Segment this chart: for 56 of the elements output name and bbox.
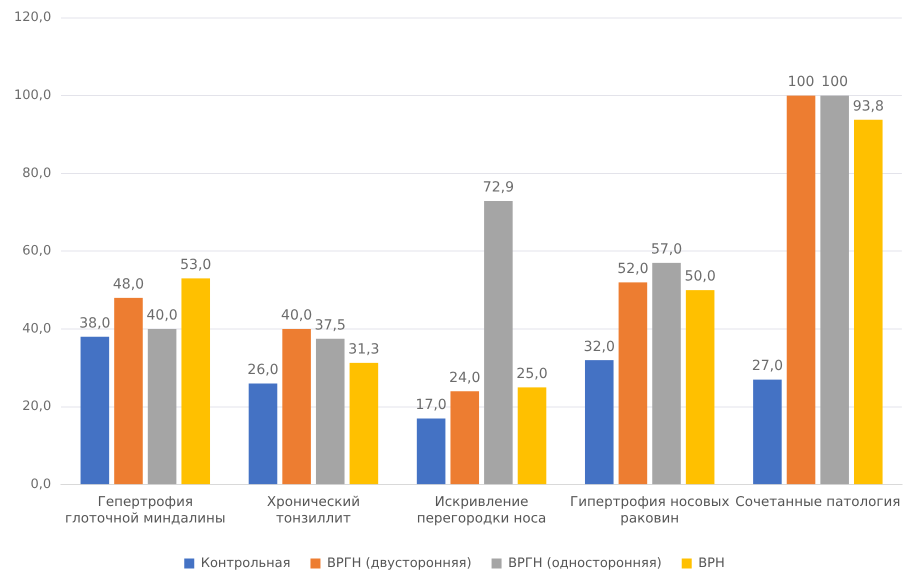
data-label: 40,0 — [281, 308, 312, 324]
legend-label: Контрольная — [200, 556, 290, 571]
bar — [618, 282, 648, 484]
data-label: 27,0 — [752, 358, 783, 374]
x-tick-label: Хронический тонзиллит — [266, 494, 360, 526]
bar — [316, 338, 345, 484]
bar — [80, 336, 110, 484]
data-label: 24,0 — [449, 370, 480, 386]
bar — [584, 360, 614, 484]
y-tick-label: 60,0 — [22, 244, 52, 259]
y-tick-label: 100,0 — [14, 88, 52, 103]
bar — [686, 290, 714, 484]
y-tick-label: 120,0 — [14, 10, 52, 26]
legend-label: ВРГН (двусторонняя) — [326, 556, 472, 571]
bar — [854, 120, 883, 484]
bar — [350, 362, 378, 484]
data-label: 57,0 — [650, 242, 682, 258]
data-label: 93,8 — [852, 98, 884, 114]
data-label: 50,0 — [684, 268, 716, 285]
legend-label: ВРГН (односторонняя) — [508, 556, 662, 571]
data-label: 40,0 — [146, 308, 178, 324]
data-label: 100 — [788, 74, 814, 90]
bar — [820, 96, 849, 484]
data-label: 38,0 — [79, 315, 110, 332]
bar — [181, 278, 210, 484]
bar — [248, 383, 278, 484]
data-label: 53,0 — [180, 257, 212, 274]
data-label: 72,9 — [482, 180, 514, 196]
legend-label: ВРН — [698, 556, 725, 571]
bar — [282, 329, 311, 484]
data-label: 31,3 — [348, 341, 380, 358]
bar — [484, 201, 513, 484]
bar — [450, 391, 480, 484]
x-tick-label: Сочетанные патология — [735, 494, 900, 510]
data-label: 100 — [821, 74, 848, 90]
data-label: 26,0 — [247, 362, 279, 378]
data-label: 32,0 — [584, 338, 615, 355]
data-label: 52,0 — [617, 260, 648, 277]
bar — [416, 418, 446, 484]
y-tick-label: 40,0 — [22, 321, 52, 336]
data-label: 37,5 — [314, 317, 346, 334]
data-label: 48,0 — [112, 276, 144, 293]
bar — [652, 262, 681, 484]
bar — [148, 329, 176, 484]
data-label: 25,0 — [516, 366, 548, 382]
bar — [518, 387, 546, 484]
bar — [114, 298, 143, 484]
y-tick-label: 80,0 — [22, 166, 52, 181]
bar — [786, 96, 816, 484]
y-tick-label: 0,0 — [30, 476, 52, 492]
bar — [753, 380, 782, 484]
x-tick-label: Гипертрофия носовых раковин — [570, 494, 730, 526]
y-tick-label: 20,0 — [22, 399, 52, 414]
data-label: 17,0 — [416, 397, 447, 414]
x-tick-label: Гепертрофия глоточной миндалины — [65, 494, 226, 526]
x-tick-label: Искривление перегородки носа — [416, 494, 546, 526]
